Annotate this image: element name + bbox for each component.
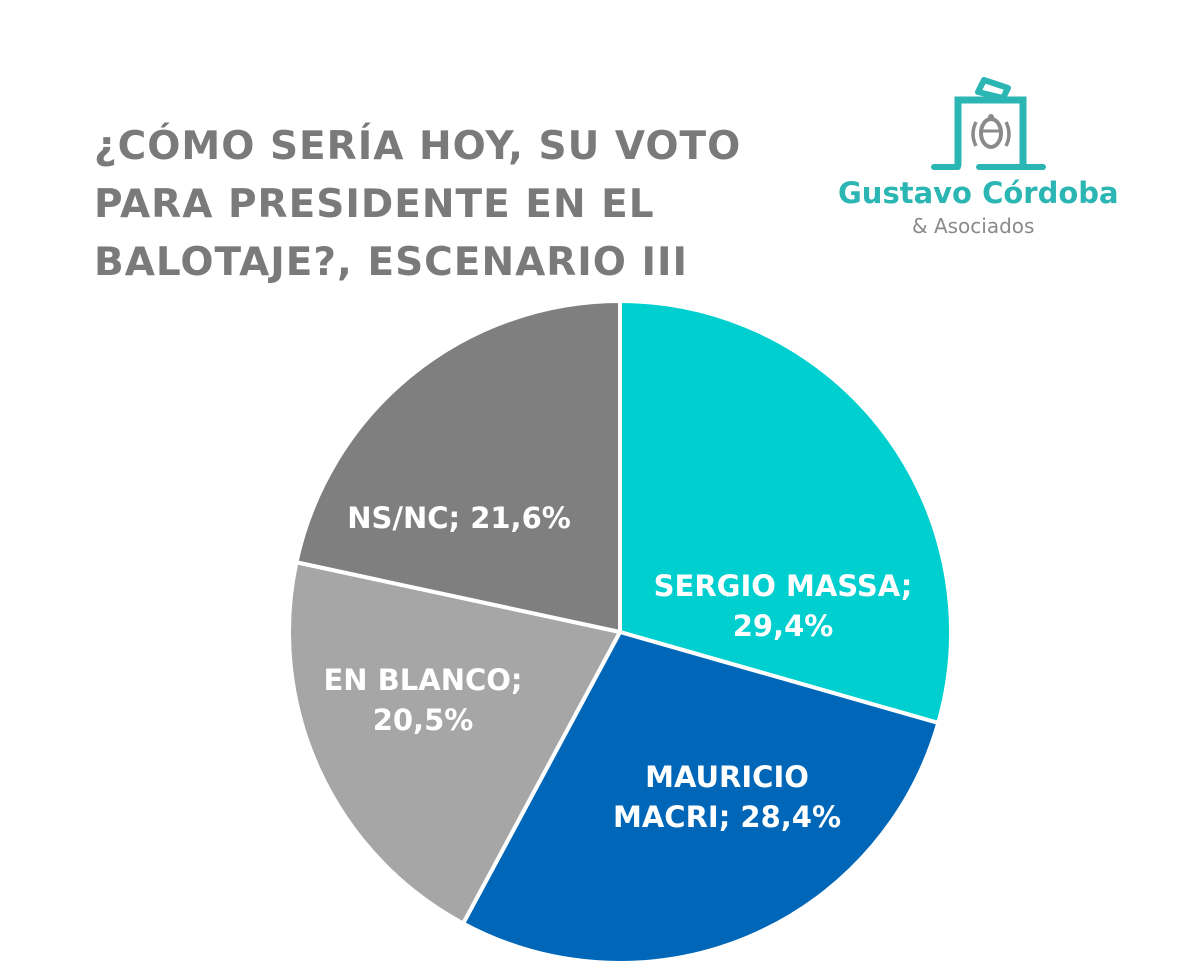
slice-en-blanco [287, 560, 622, 926]
logo-name: Gustavo Córdoba [838, 176, 1119, 210]
logo-subtitle: & Asociados [912, 214, 1035, 238]
company-logo: Gustavo Córdoba & Asociados [830, 74, 1160, 244]
ballot-box-icon [931, 77, 1046, 170]
label-en-blanco: EN BLANCO; 20,5% [323, 663, 523, 737]
label-sergio-massa: SERGIO MASSA; 29,4% [653, 569, 913, 643]
slice-sergio-massa [618, 299, 953, 725]
title-line-2: PARA PRESIDENTE EN EL [94, 182, 655, 227]
label-mauricio-macri: MAURICIO MACRI; 28,4% [612, 760, 842, 834]
label-ns-nc: NS/NC; 21,6% [347, 501, 571, 535]
slice-mauricio-macri [461, 630, 941, 965]
chart-title: ¿CÓMO SERÍA HOY, SU VOTO PARA PRESIDENTE… [94, 118, 814, 292]
title-line-3: BALOTAJE?, ESCENARIO III [94, 240, 689, 285]
slice-ns-nc [294, 299, 622, 634]
title-line-1: ¿CÓMO SERÍA HOY, SU VOTO [94, 124, 742, 169]
